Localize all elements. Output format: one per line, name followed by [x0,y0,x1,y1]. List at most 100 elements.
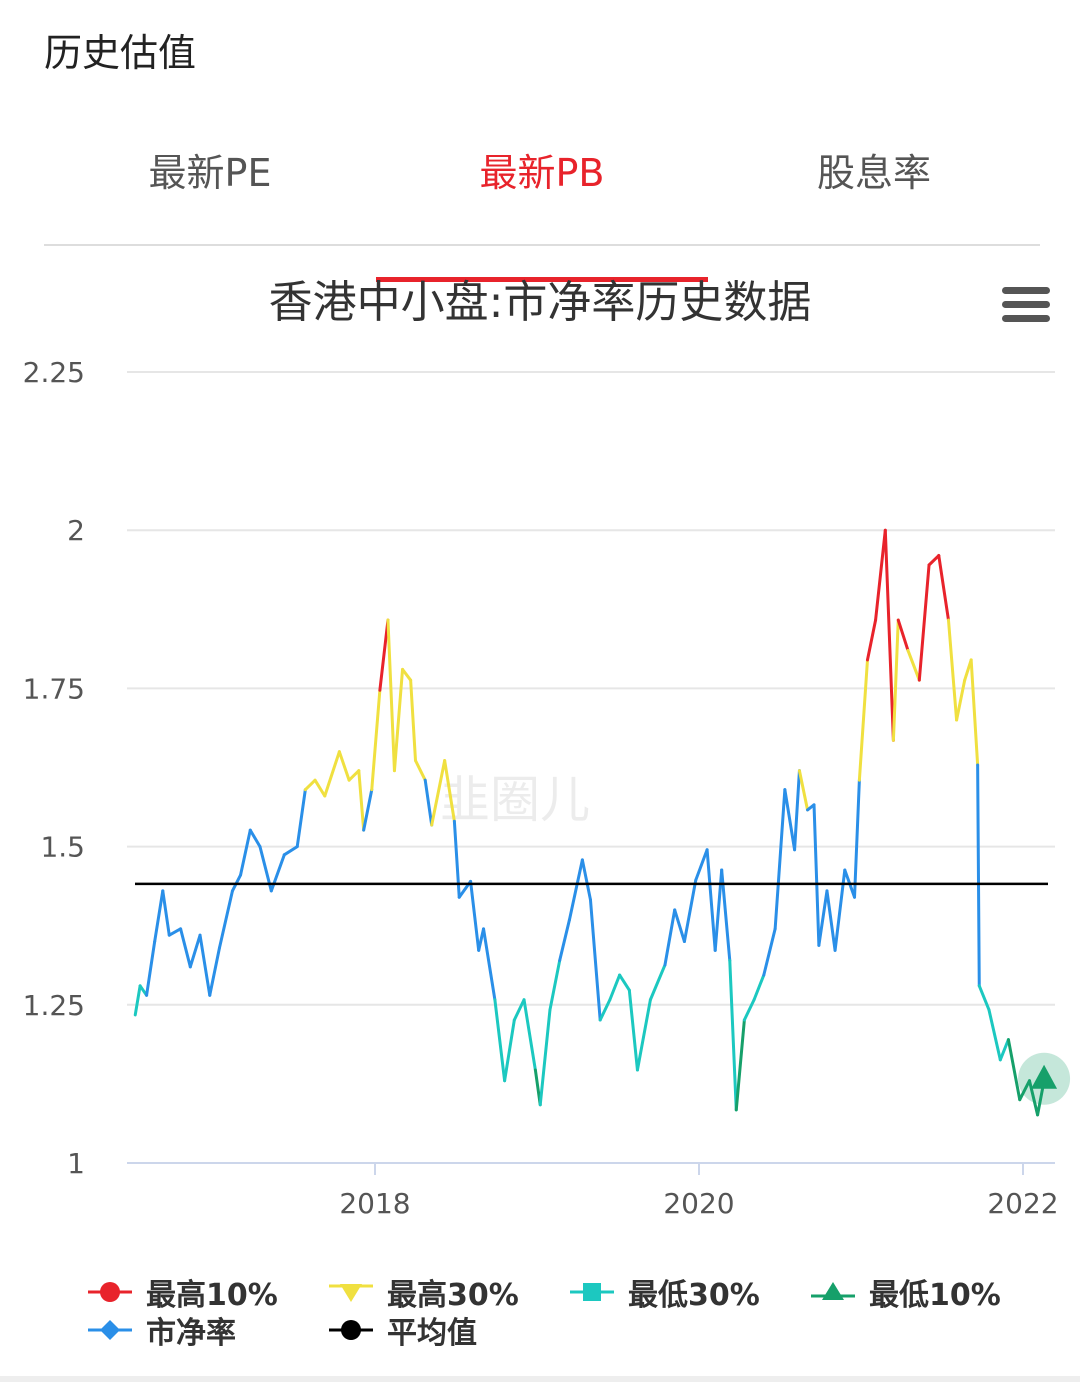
pb-line-segment [1006,1038,1022,1102]
pb-line-segment [538,1008,552,1107]
legend-top30[interactable]: 最高30% [329,1270,519,1314]
pb-line-segment [580,858,592,902]
pb-line-segment [742,998,756,1022]
y-tick-label: 1.5 [40,831,85,864]
y-tick-label: 1.75 [23,672,85,705]
pb-line-segment [648,963,667,1002]
legend-label: 最高10% [146,1278,278,1313]
legend-label: 最低30% [628,1278,760,1313]
tab-dividend-yield[interactable]: 股息率 [816,151,931,195]
pb-line-segment [937,554,950,622]
pb-line-segment [998,1038,1010,1062]
pb-line-segment [217,889,234,950]
pb-line-segment [522,998,537,1072]
pb-line-segment [179,927,192,969]
pb-line-segment [812,803,821,947]
legend-label: 市净率 [146,1316,236,1351]
menu-icon[interactable] [1002,287,1050,323]
pb-line-segment [883,528,895,742]
pb-line-segment [362,788,374,832]
pb-line-segment [452,819,461,899]
pb-line-segment [917,563,931,682]
pb-line-segment [833,868,847,952]
pb-line-segment [783,788,797,852]
pb-line-segment [423,778,434,827]
pb-line-segment [618,973,631,992]
legend-low30[interactable]: 最低30% [570,1270,760,1314]
pb-line-segment [392,667,405,773]
pb-line-segment [188,933,202,969]
pb-line-segment [548,959,562,1012]
y-tick-label: 2.25 [23,356,85,389]
legend-label: 平均值 [387,1316,477,1351]
pb-line-segment [927,554,941,567]
pb-line-segment [161,889,171,937]
pb-line-segment [347,769,361,782]
pb-line-segment [762,927,777,977]
pb-line-segment [239,828,252,877]
pb-line-segment [337,750,351,782]
pb-line-segment [493,998,507,1083]
tab-bar: 最新PE 最新PB 股息率 [44,140,1040,282]
pb-line-segment [409,678,417,763]
legend-pb[interactable]: 市净率 [88,1308,236,1352]
pb-line-segment [313,778,327,798]
pb-line-segment [378,618,390,692]
x-tick-label: 2020 [663,1187,734,1220]
tab-pe[interactable]: 最新PE [148,151,272,195]
pb-line-segment [357,769,366,832]
pb-line-segment [891,618,900,742]
pb-line-segment [635,998,652,1072]
pb-line-segment [874,528,887,622]
pb-line-segment [386,618,396,773]
pb-line-segment [773,788,787,931]
pb-line-segment [663,908,677,967]
pb-line-segment [414,759,427,782]
pb-line-segment [728,959,738,1112]
y-tick-label: 1 [67,1147,85,1180]
pb-line-segment [817,889,829,947]
pb-line-segment [608,973,622,1002]
pb-line-segment [752,973,766,1002]
pb-line-segment [673,908,686,944]
pb-line-segment [482,927,497,1002]
pb-line-segment [558,918,571,963]
pb-line-segment [793,769,801,852]
legend-average[interactable]: 平均值 [329,1308,477,1352]
pb-line-segment [865,618,878,662]
y-tick-label: 2 [67,514,85,547]
pb-line-segment [598,998,612,1022]
pb-line-segment [955,678,967,722]
pb-line-segment [713,868,724,952]
pb-line-segment [705,848,717,952]
legend-top10[interactable]: 最高10% [88,1270,278,1314]
pb-line-segment [946,618,959,722]
diamond-marker-icon [88,1320,132,1340]
bottom-divider [0,1376,1080,1382]
pb-line-segment [853,778,861,899]
pb-line-segment [857,658,869,782]
pb-line-segment [1018,1079,1031,1102]
pb-line-segment [153,889,165,944]
pb-line-segment [430,759,447,827]
square-marker-icon [570,1283,614,1301]
pb-line-segment [969,658,980,767]
latest-point-marker [1031,1064,1058,1089]
legend-low10[interactable]: 最低10% [811,1270,1001,1314]
circle-marker-icon [329,1320,373,1340]
pb-line-segment [401,667,413,682]
circle-marker-icon [88,1282,132,1302]
pb-line-segment [797,769,810,812]
pb-line-segment [825,889,837,952]
pb-line-segment [303,778,317,792]
pb-line-segment [906,648,921,682]
x-tick-label: 2022 [987,1187,1058,1220]
pb-line-segment [682,878,698,944]
pb-line-segment [248,828,262,849]
pb-line-segment [734,1018,746,1112]
tab-pb[interactable]: 最新PB [376,140,708,282]
pb-line-segment [694,848,709,882]
pb-line-segment [1027,1079,1040,1117]
chart-title: 香港中小盘:市净率历史数据 [268,277,812,328]
